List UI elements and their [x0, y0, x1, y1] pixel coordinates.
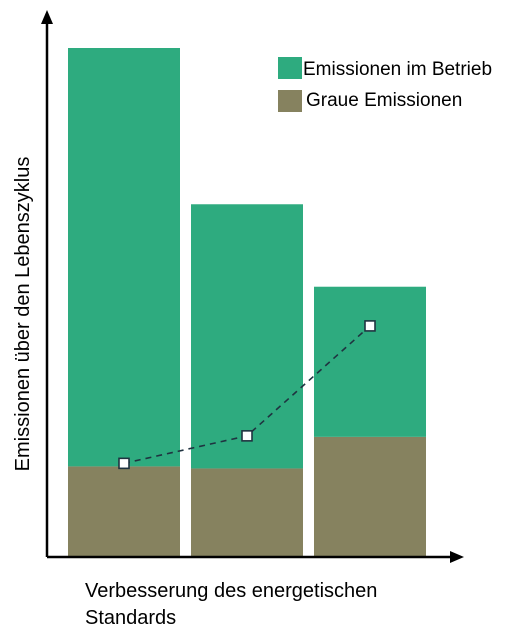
trend-line-group	[118, 320, 376, 470]
legend-label-operation: Emissionen im Betrieb	[303, 59, 492, 80]
y-axis-arrow	[41, 10, 53, 24]
trend-marker-2	[241, 430, 253, 442]
x-axis-arrow	[450, 551, 464, 563]
bar-operation-1	[68, 48, 180, 467]
bar-embodied-2	[191, 468, 303, 557]
bar-embodied-1	[68, 466, 180, 557]
x-axis-label-line-1: Verbesserung des energetischen	[85, 580, 377, 602]
legend-swatch-operation	[278, 57, 302, 79]
bars-group	[68, 48, 426, 557]
trend-marker-1	[118, 457, 130, 470]
legend: Emissionen im Betrieb Graue Emissionen	[278, 57, 492, 112]
bar-operation-3	[314, 286, 426, 437]
legend-label-embodied: Graue Emissionen	[306, 90, 462, 111]
y-axis-label: Emissionen über den Lebenszyklus	[12, 157, 34, 472]
trend-marker-3	[364, 320, 376, 332]
legend-swatch-embodied	[278, 90, 302, 112]
bar-operation-2	[191, 204, 303, 469]
bar-embodied-3	[314, 436, 426, 557]
x-axis-label-line-2: Standards	[85, 607, 176, 628]
